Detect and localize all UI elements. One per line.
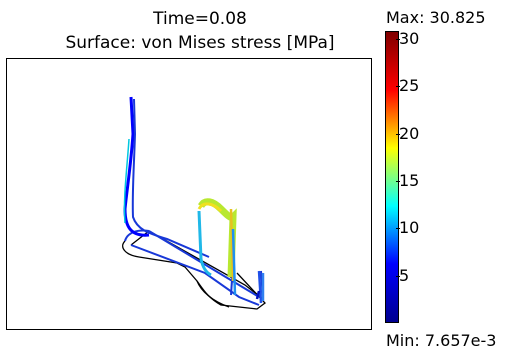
- stress-spike-left: [123, 96, 210, 258]
- colorbar-tick-20: 20: [395, 124, 420, 143]
- colorbar-max-label: Max: 30.825: [386, 8, 486, 27]
- colorbar-min-label: Min: 7.657e-3: [386, 331, 497, 350]
- colorbar-tick-15: 15: [395, 171, 420, 190]
- stress-spike-right: [255, 270, 265, 304]
- plot-title-time: Time=0.08: [153, 9, 247, 29]
- colorbar-tick-5: 5: [395, 266, 410, 285]
- stress-surface-render: [122, 96, 266, 310]
- colorbar-tick-30: 30: [395, 29, 420, 48]
- geometry-outline: [122, 230, 266, 310]
- colorbar: [385, 31, 399, 323]
- colorbar-tick-10: 10: [395, 218, 420, 237]
- plot-area[interactable]: [6, 58, 372, 330]
- plot-title-quantity: Surface: von Mises stress [MPa]: [65, 33, 335, 53]
- colorbar-tick-25: 25: [395, 76, 420, 95]
- frame-edges: [124, 229, 264, 306]
- stress-bump-middle: [197, 198, 237, 296]
